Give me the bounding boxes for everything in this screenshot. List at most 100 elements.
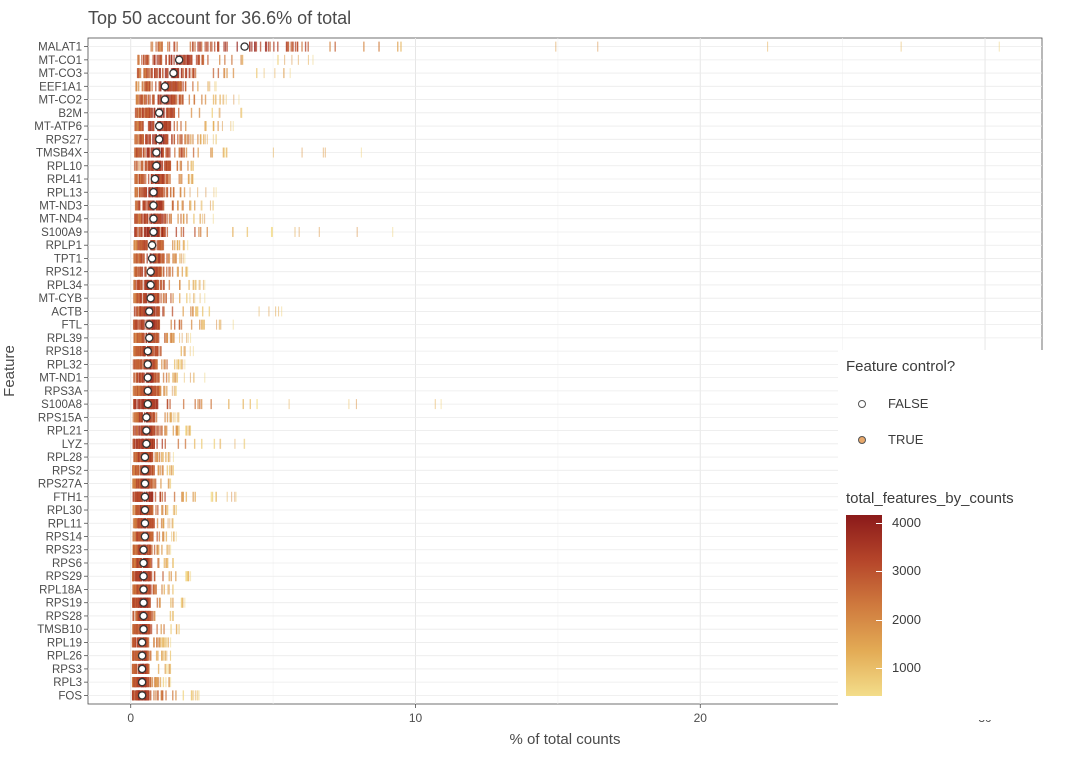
legend-false-label: FALSE [888, 396, 929, 411]
median-point-rpl28 [140, 452, 150, 462]
y-tick-label: RPL18A [39, 584, 82, 596]
median-point-mt-co1 [174, 55, 184, 65]
y-tick-label: RPS27A [38, 479, 82, 491]
y-tick-label: S100A9 [41, 227, 82, 239]
y-axis-label: Feature [1, 345, 18, 397]
y-tick-label: FTH1 [53, 492, 82, 504]
colorbar-tick [876, 668, 882, 669]
median-point-rplp1 [147, 240, 157, 250]
median-point-rpl41 [150, 174, 160, 184]
median-point-rps18 [143, 346, 153, 356]
feature-strip-mt-nd3 [134, 200, 214, 211]
y-tick-label: MT-ND1 [39, 373, 82, 385]
y-tick-label: RPL3 [53, 677, 82, 689]
y-tick-label: RPL28 [47, 452, 82, 464]
median-point-rpl39 [144, 333, 154, 343]
shape-legend-title: Feature control? [846, 358, 956, 375]
median-point-rpl19 [137, 638, 147, 647]
legend-true-label: TRUE [888, 432, 924, 447]
x-tick-label: 0 [127, 711, 134, 725]
x-tick-label: 20 [694, 711, 708, 725]
median-point-rps27a [140, 479, 150, 488]
median-point-mt-nd4 [149, 214, 158, 223]
feature-strip-rps3a [132, 385, 177, 396]
y-tick-label: RPL26 [47, 651, 82, 663]
median-point-rpl13 [149, 188, 158, 197]
median-point-ftl [144, 320, 154, 329]
y-tick-label: MT-CO1 [39, 55, 82, 67]
x-axis-label: % of total counts [510, 731, 621, 748]
colorbar-label: 1000 [892, 660, 921, 675]
median-point-rps3 [137, 664, 147, 674]
median-point-rps2 [140, 466, 150, 475]
y-tick-label: MT-CO3 [39, 68, 82, 80]
median-point-b2m [154, 108, 164, 118]
y-tick-label: RPL41 [47, 174, 82, 186]
y-tick-label: RPS14 [46, 532, 83, 544]
median-point-rps28 [139, 611, 148, 621]
y-tick-label: MT-ATP6 [34, 121, 82, 133]
median-point-mt-cyb [146, 293, 155, 303]
median-point-rpl3 [137, 677, 147, 687]
colorbar-label: 2000 [892, 612, 921, 627]
feature-strip-fth1 [132, 491, 237, 502]
y-tick-label: LYZ [62, 439, 82, 451]
y-tick-label: RPL11 [48, 518, 82, 530]
colorbar-tick [876, 620, 882, 621]
median-point-rpl26 [137, 651, 147, 660]
y-tick-label: MT-ND3 [39, 200, 82, 212]
median-point-tmsb4x [152, 148, 161, 157]
colorbar-tick [876, 523, 882, 524]
y-tick-label: B2M [58, 108, 82, 120]
y-tick-label: S100A8 [41, 399, 82, 411]
median-point-rps15a [142, 413, 151, 422]
median-point-malat1 [240, 42, 249, 51]
y-tick-label: ACTB [51, 306, 82, 318]
y-tick-label: RPS29 [46, 571, 82, 583]
median-point-rps27 [154, 135, 164, 144]
y-tick-label: RPL10 [47, 161, 82, 173]
y-tick-label: RPS23 [46, 545, 82, 557]
x-tick-label: 10 [409, 711, 423, 725]
y-tick-label: MT-CO2 [39, 95, 82, 107]
feature-strip-mt-cyb [133, 293, 206, 304]
feature-strip-rps2 [132, 465, 174, 476]
median-point-mt-co2 [160, 95, 170, 104]
median-point-rpl34 [146, 280, 155, 290]
y-tick-label: RPS12 [46, 267, 82, 279]
median-point-rpl21 [142, 426, 151, 435]
y-tick-label: RPS6 [52, 558, 82, 570]
y-tick-label: FOS [58, 690, 82, 702]
y-tick-label: TMSB10 [37, 624, 82, 636]
median-point-rps14 [140, 532, 150, 541]
median-point-rpl30 [140, 505, 150, 515]
y-tick-label: MT-ND4 [39, 214, 82, 226]
median-point-actb [144, 307, 154, 316]
feature-strip-rpl39 [133, 332, 192, 343]
median-point-fth1 [140, 492, 150, 502]
y-tick-label: TPT1 [54, 253, 82, 265]
y-tick-label: RPS28 [46, 611, 82, 623]
feature-strip-malat1 [150, 41, 1000, 52]
colorbar-title: total_features_by_counts [846, 490, 1014, 507]
y-tick-label: RPS3A [44, 386, 82, 398]
colorbar [846, 515, 882, 696]
feature-strip-rpl34 [133, 279, 206, 290]
median-point-tpt1 [147, 254, 157, 263]
feature-strip-rpl18a [132, 584, 174, 595]
y-tick-label: RPL39 [47, 333, 82, 345]
y-tick-label: RPS2 [52, 465, 82, 477]
feature-strip-b2m [134, 107, 243, 118]
median-point-mt-co3 [169, 68, 178, 78]
chart-title: Top 50 account for 36.6% of total [88, 8, 352, 28]
median-point-eef1a1 [160, 82, 170, 91]
median-point-tmsb10 [139, 624, 148, 634]
legend-false-icon [858, 399, 866, 408]
median-point-mt-nd3 [149, 201, 158, 210]
y-tick-label: RPL13 [47, 187, 82, 199]
y-tick-label: EEF1A1 [39, 81, 82, 93]
median-point-lyz [142, 439, 151, 449]
median-point-rps3a [143, 386, 153, 396]
median-point-rps23 [139, 545, 148, 554]
y-tick-label: RPL19 [47, 637, 82, 649]
